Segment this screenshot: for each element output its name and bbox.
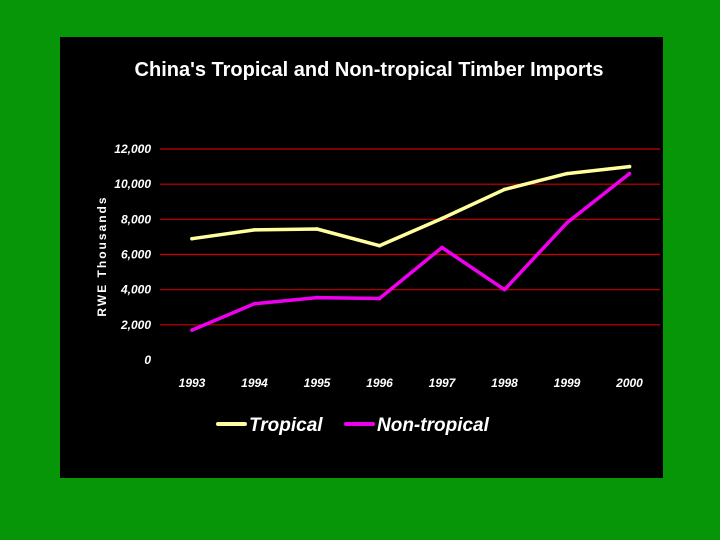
data-point	[190, 328, 194, 332]
data-point	[315, 227, 319, 231]
data-point	[190, 236, 194, 241]
x-tick-label: 1993	[179, 376, 206, 390]
y-axis-label: RWE Thousands	[95, 195, 109, 316]
data-point	[627, 171, 632, 176]
x-tick-label: 2000	[615, 376, 643, 390]
y-tick-label: 0	[144, 353, 151, 367]
data-point	[440, 216, 444, 221]
data-point	[377, 296, 382, 301]
y-tick-label: 4,000	[120, 283, 151, 297]
data-point	[377, 243, 382, 248]
chart-title: China's Tropical and Non-tropical Timber…	[135, 59, 604, 81]
series-line-tropical	[190, 164, 632, 248]
y-tick-label: 8,000	[121, 212, 151, 226]
x-tick-label: 1995	[304, 376, 331, 390]
data-point	[565, 221, 569, 225]
data-point	[627, 164, 632, 169]
data-point	[565, 171, 569, 176]
data-point	[502, 187, 507, 192]
legend-label: Tropical	[249, 415, 323, 436]
chart-panel	[60, 37, 663, 478]
x-axis-ticks: 1993 1994 1995 1996 1997 1998 1999 2000	[179, 376, 644, 390]
y-tick-label: 6,000	[121, 248, 151, 262]
y-tick-label: 2,000	[120, 318, 151, 332]
gridlines	[160, 148, 660, 326]
x-tick-label: 1999	[554, 376, 581, 390]
legend-label: Non-tropical	[377, 415, 490, 436]
y-axis-ticks: 0 2,000 4,000 6,000 8,000 10,000 12,000	[114, 142, 151, 367]
series-line-non-tropical	[190, 171, 632, 332]
data-point	[252, 228, 257, 232]
data-point	[252, 301, 257, 306]
x-tick-label: 1998	[491, 376, 518, 390]
legend: Tropical Non-tropical	[216, 415, 490, 436]
data-point	[440, 245, 444, 250]
y-tick-label: 12,000	[114, 142, 151, 156]
x-tick-label: 1997	[429, 376, 457, 390]
data-point	[502, 287, 507, 292]
x-tick-label: 1994	[241, 376, 268, 390]
y-tick-label: 10,000	[114, 177, 151, 191]
series-lines	[190, 164, 632, 332]
x-tick-label: 1996	[366, 376, 393, 390]
data-point	[315, 295, 319, 300]
